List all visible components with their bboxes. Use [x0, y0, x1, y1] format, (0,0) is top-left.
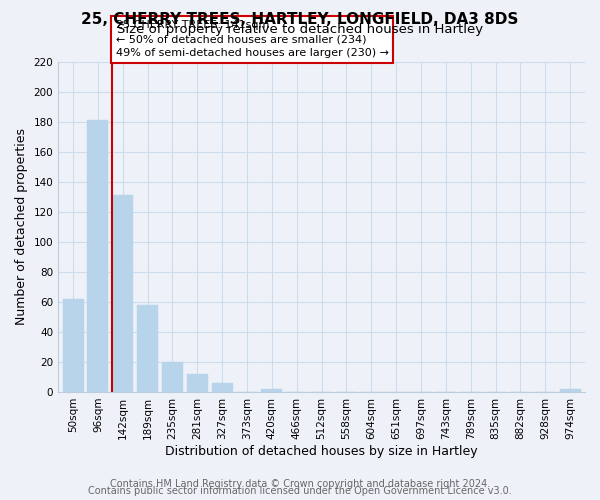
- Bar: [137, 305, 158, 392]
- Bar: [212, 383, 233, 392]
- Y-axis label: Number of detached properties: Number of detached properties: [15, 128, 28, 325]
- Bar: [88, 120, 109, 392]
- Bar: [112, 195, 133, 392]
- Text: Size of property relative to detached houses in Hartley: Size of property relative to detached ho…: [117, 22, 483, 36]
- Text: Contains public sector information licensed under the Open Government Licence v3: Contains public sector information licen…: [88, 486, 512, 496]
- Text: 25, CHERRY TREES, HARTLEY, LONGFIELD, DA3 8DS: 25, CHERRY TREES, HARTLEY, LONGFIELD, DA…: [82, 12, 518, 26]
- Text: 25 CHERRY TREES: 141sqm
← 50% of detached houses are smaller (234)
49% of semi-d: 25 CHERRY TREES: 141sqm ← 50% of detache…: [116, 20, 389, 59]
- Bar: [187, 374, 208, 392]
- X-axis label: Distribution of detached houses by size in Hartley: Distribution of detached houses by size …: [165, 444, 478, 458]
- Text: Contains HM Land Registry data © Crown copyright and database right 2024.: Contains HM Land Registry data © Crown c…: [110, 479, 490, 489]
- Bar: [162, 362, 183, 392]
- Bar: [62, 299, 83, 392]
- Bar: [560, 389, 581, 392]
- Bar: [262, 389, 283, 392]
